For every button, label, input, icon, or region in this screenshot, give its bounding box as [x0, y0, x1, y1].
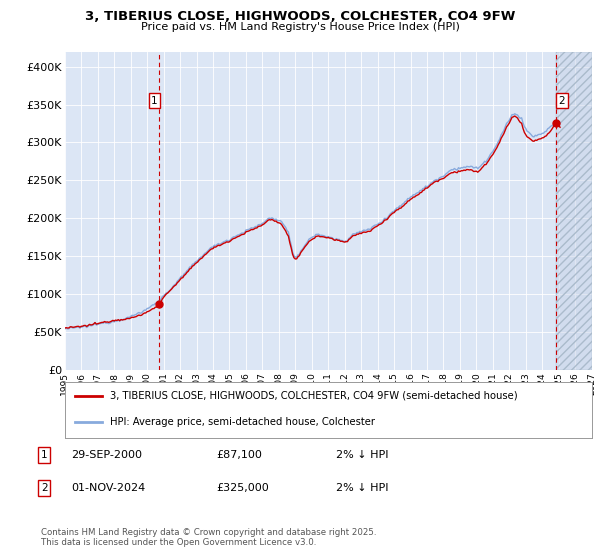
- Text: 2: 2: [559, 96, 565, 106]
- Text: 01-NOV-2024: 01-NOV-2024: [71, 483, 145, 493]
- Text: 1: 1: [41, 450, 47, 460]
- Text: 2% ↓ HPI: 2% ↓ HPI: [336, 450, 389, 460]
- Text: 1: 1: [151, 96, 158, 106]
- Text: £325,000: £325,000: [216, 483, 269, 493]
- Text: 3, TIBERIUS CLOSE, HIGHWOODS, COLCHESTER, CO4 9FW: 3, TIBERIUS CLOSE, HIGHWOODS, COLCHESTER…: [85, 10, 515, 23]
- Text: 29-SEP-2000: 29-SEP-2000: [71, 450, 142, 460]
- Text: Contains HM Land Registry data © Crown copyright and database right 2025.
This d: Contains HM Land Registry data © Crown c…: [41, 528, 376, 547]
- Text: £87,100: £87,100: [216, 450, 262, 460]
- Text: 2% ↓ HPI: 2% ↓ HPI: [336, 483, 389, 493]
- Bar: [556, 52, 592, 370]
- Text: 3, TIBERIUS CLOSE, HIGHWOODS, COLCHESTER, CO4 9FW (semi-detached house): 3, TIBERIUS CLOSE, HIGHWOODS, COLCHESTER…: [110, 391, 517, 401]
- Text: 2: 2: [41, 483, 47, 493]
- Text: Price paid vs. HM Land Registry's House Price Index (HPI): Price paid vs. HM Land Registry's House …: [140, 22, 460, 32]
- Text: HPI: Average price, semi-detached house, Colchester: HPI: Average price, semi-detached house,…: [110, 417, 374, 427]
- Bar: [556, 52, 592, 370]
